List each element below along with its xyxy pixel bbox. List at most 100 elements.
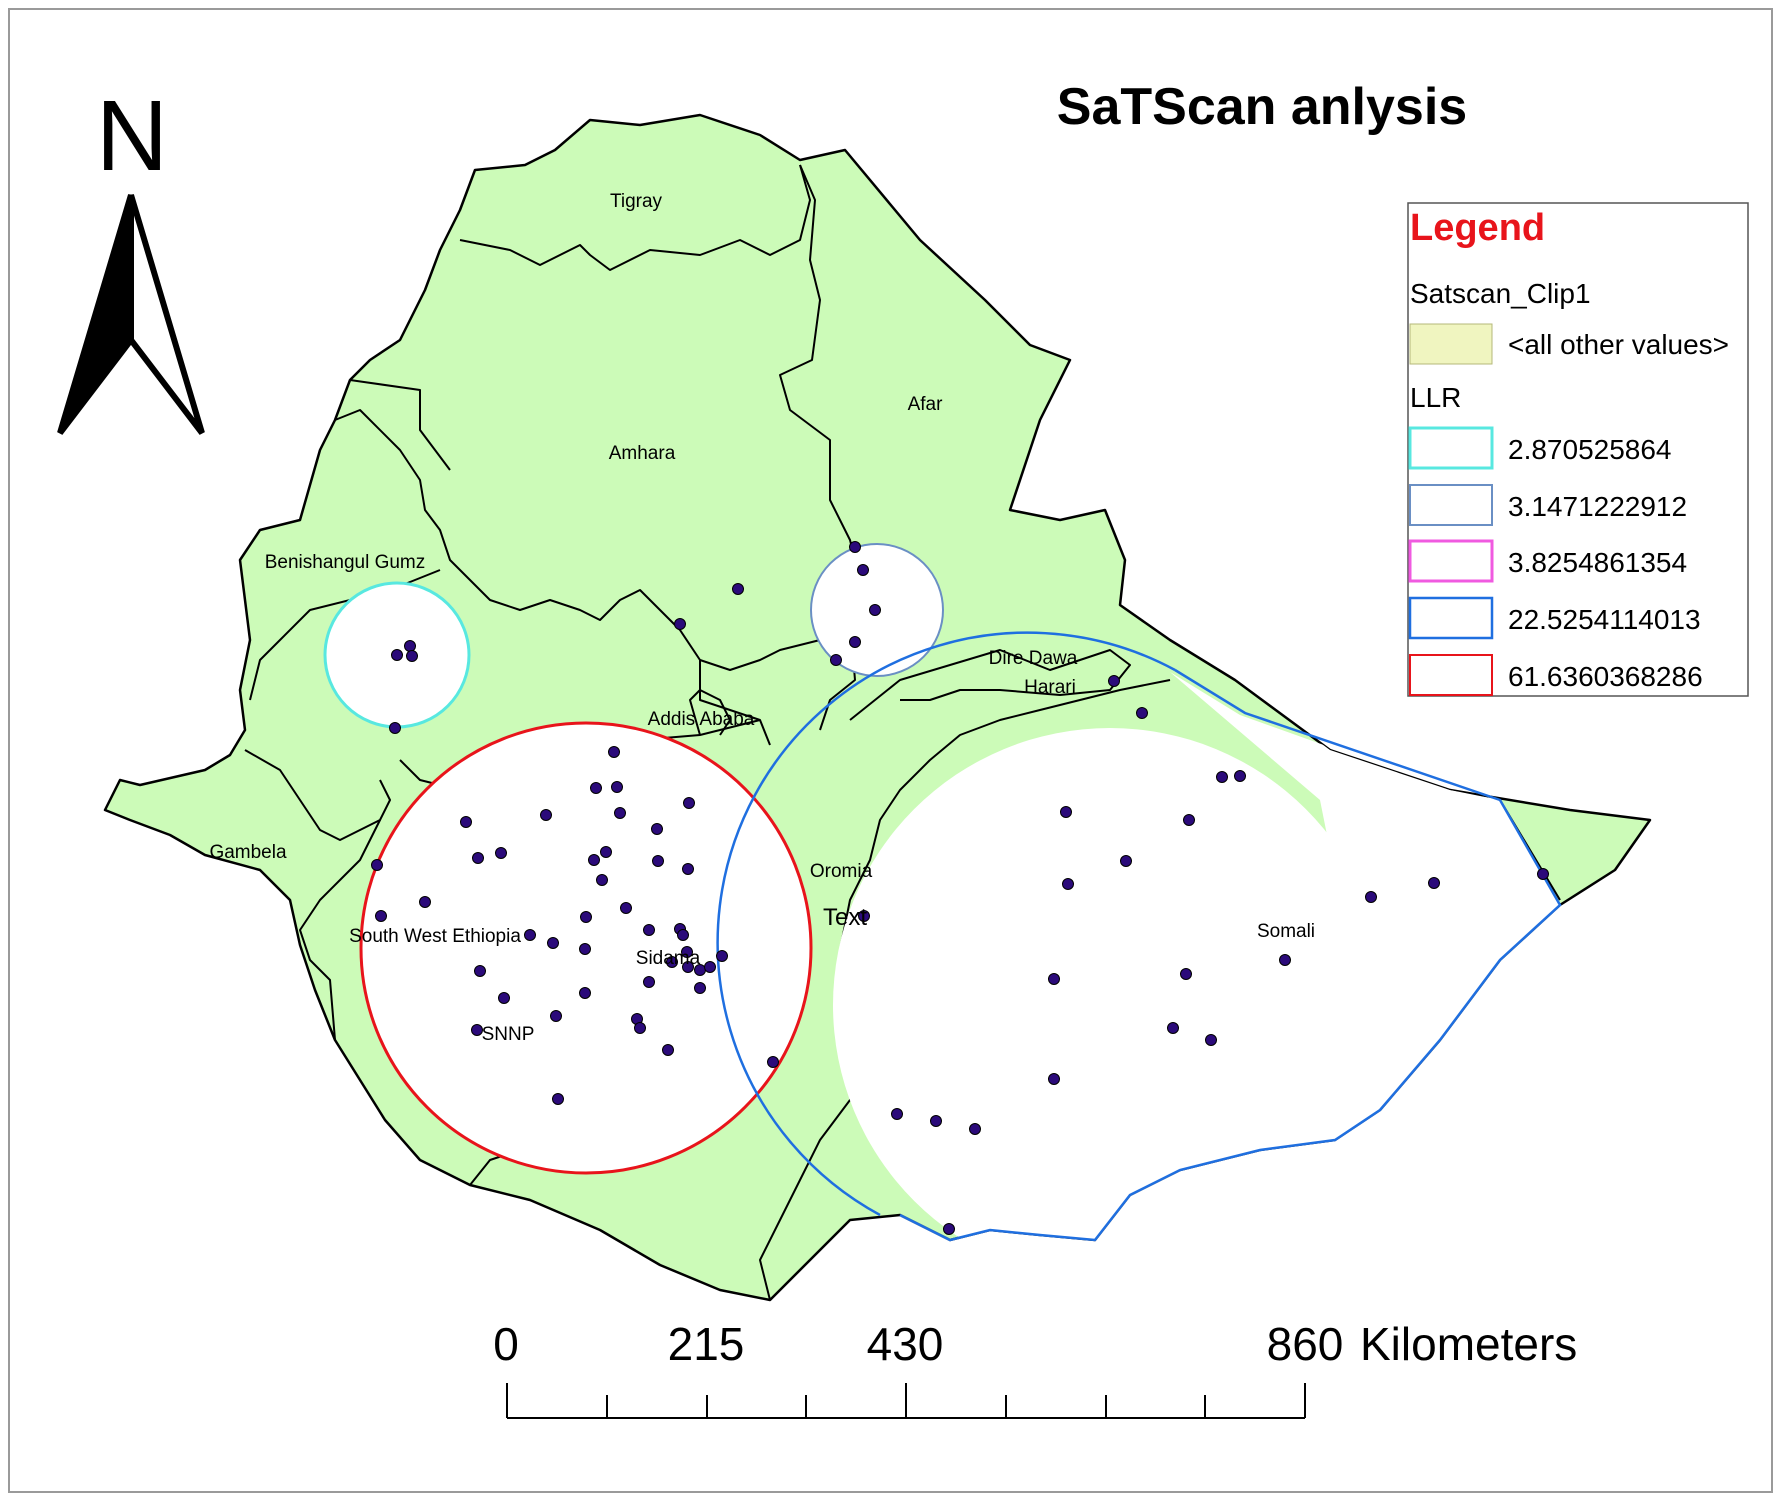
legend-swatch-1 [1408, 426, 1494, 470]
legend-swatch-2 [1409, 484, 1493, 526]
point [580, 911, 592, 923]
point [471, 1024, 483, 1036]
point [474, 965, 486, 977]
scale-label-215: 215 [668, 1318, 745, 1370]
point [620, 902, 632, 914]
point [495, 847, 507, 859]
point [1279, 954, 1291, 966]
point [419, 896, 431, 908]
point [389, 722, 401, 734]
point [858, 910, 870, 922]
point [643, 976, 655, 988]
point [969, 1123, 981, 1135]
legend-class-2: 3.1471222912 [1508, 491, 1687, 522]
point [869, 604, 881, 616]
point [652, 855, 664, 867]
point [682, 961, 694, 973]
label-somali: Somali [1257, 921, 1315, 942]
point [579, 943, 591, 955]
label-dire-dawa: Dire Dawa [989, 648, 1078, 669]
point [1136, 707, 1148, 719]
point [1365, 891, 1377, 903]
point [891, 1108, 903, 1120]
label-tigray: Tigray [610, 191, 663, 212]
point [611, 781, 623, 793]
point [590, 782, 602, 794]
label-south-west: South West Ethiopia [349, 926, 521, 947]
point [1216, 771, 1228, 783]
label-snnp: SNNP [482, 1024, 535, 1045]
point [643, 924, 655, 936]
point [1234, 770, 1246, 782]
cluster-somali-edge [899, 668, 1562, 1242]
point [371, 859, 383, 871]
legend-swatch-other [1409, 323, 1493, 365]
point [704, 961, 716, 973]
point [694, 982, 706, 994]
point [943, 1223, 955, 1235]
point [674, 618, 686, 630]
point [849, 541, 861, 553]
point [391, 649, 403, 661]
point [614, 807, 626, 819]
point [1205, 1034, 1217, 1046]
legend-class-1: 2.870525864 [1508, 434, 1672, 465]
legend-title: Legend [1410, 207, 1545, 249]
scale-unit: Kilometers [1360, 1318, 1577, 1370]
point [732, 583, 744, 595]
legend-swatch-3 [1408, 539, 1494, 583]
cluster-somali [833, 728, 1387, 1282]
scale-label-860: 860 [1267, 1318, 1344, 1370]
point [930, 1115, 942, 1127]
point [540, 809, 552, 821]
point [666, 956, 678, 968]
point [849, 636, 861, 648]
point [472, 852, 484, 864]
scale-label-430: 430 [867, 1318, 944, 1370]
label-amhara: Amhara [609, 443, 676, 464]
point [552, 1093, 564, 1105]
point [579, 987, 591, 999]
point [830, 654, 842, 666]
point [498, 992, 510, 1004]
cluster-somali-group [833, 672, 1560, 1282]
legend-swatch-4 [1408, 596, 1494, 640]
legend-other-values: <all other values> [1508, 329, 1729, 360]
label-afar: Afar [908, 394, 944, 415]
point [767, 1056, 779, 1068]
north-arrow-icon: N [57, 80, 205, 435]
north-label: N [96, 80, 168, 192]
map-title: SaTScan anlysis [1057, 78, 1467, 136]
label-text-marker: Text [823, 904, 867, 931]
point [683, 797, 695, 809]
point [716, 950, 728, 962]
point [375, 910, 387, 922]
point [406, 650, 418, 662]
point [1060, 806, 1072, 818]
point [1537, 868, 1549, 880]
point [608, 746, 620, 758]
label-gambela: Gambela [209, 842, 287, 863]
legend-class-5: 61.6360368286 [1508, 661, 1703, 692]
legend-class-3: 3.8254861354 [1508, 547, 1687, 578]
label-oromia: Oromia [810, 861, 873, 882]
legend-layer-name: Satscan_Clip1 [1410, 278, 1591, 309]
point [524, 929, 536, 941]
point [600, 846, 612, 858]
point [404, 640, 416, 652]
point [596, 874, 608, 886]
point [550, 1010, 562, 1022]
label-benishangul: Benishangul Gumz [265, 552, 426, 573]
scale-bar: 0 215 430 860 Kilometers [493, 1318, 1577, 1419]
label-addis-ababa: Addis Ababa [648, 709, 755, 730]
scale-ticks [506, 1383, 1306, 1419]
point [857, 564, 869, 576]
point [1183, 814, 1195, 826]
label-harari: Harari [1024, 677, 1076, 698]
label-sidama: Sidama [636, 948, 701, 969]
point [1428, 877, 1440, 889]
points-layer [371, 541, 1549, 1235]
scale-label-0: 0 [493, 1318, 519, 1370]
point [1108, 675, 1120, 687]
legend-swatch-5 [1409, 654, 1493, 696]
